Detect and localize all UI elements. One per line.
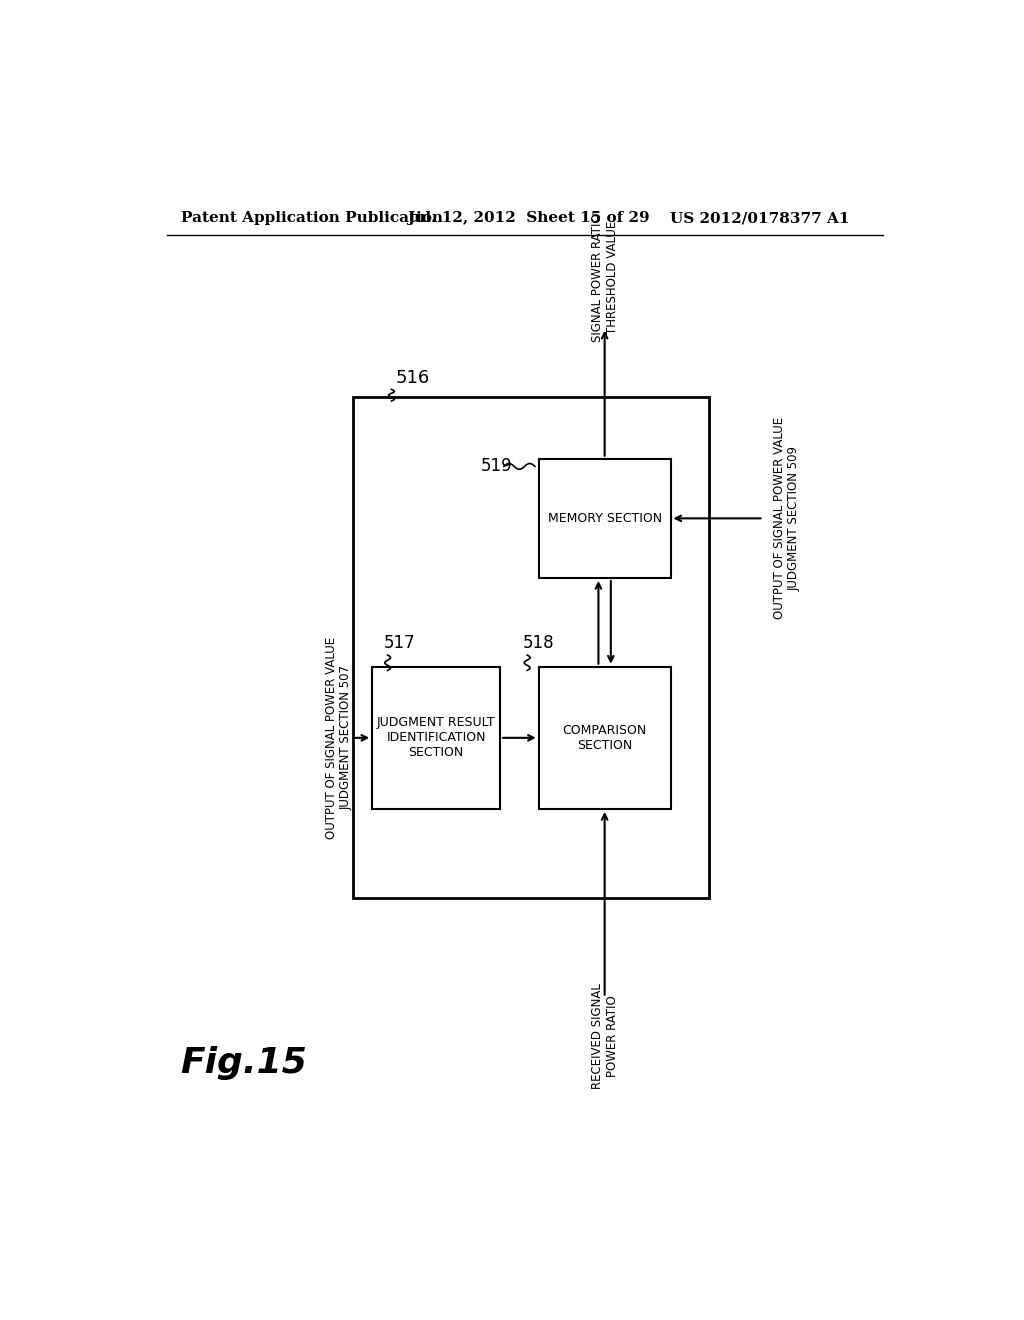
Text: MEMORY SECTION: MEMORY SECTION xyxy=(548,512,662,525)
Text: US 2012/0178377 A1: US 2012/0178377 A1 xyxy=(671,211,850,226)
Text: 519: 519 xyxy=(480,458,512,475)
Text: Jul. 12, 2012  Sheet 15 of 29: Jul. 12, 2012 Sheet 15 of 29 xyxy=(407,211,649,226)
Text: Patent Application Publication: Patent Application Publication xyxy=(180,211,442,226)
Bar xyxy=(539,459,671,578)
Text: 516: 516 xyxy=(395,368,430,387)
Bar xyxy=(352,397,710,898)
Text: 517: 517 xyxy=(384,635,416,652)
Text: 518: 518 xyxy=(523,635,555,652)
Text: JUDGMENT RESULT
IDENTIFICATION
SECTION: JUDGMENT RESULT IDENTIFICATION SECTION xyxy=(377,717,496,759)
Text: SIGNAL POWER RATIO
THRESHOLD VALUE: SIGNAL POWER RATIO THRESHOLD VALUE xyxy=(591,214,618,342)
Text: Fig.15: Fig.15 xyxy=(180,1047,307,1080)
Text: COMPARISON
SECTION: COMPARISON SECTION xyxy=(562,723,647,752)
Text: OUTPUT OF SIGNAL POWER VALUE
JUDGMENT SECTION 509: OUTPUT OF SIGNAL POWER VALUE JUDGMENT SE… xyxy=(773,417,801,619)
Text: OUTPUT OF SIGNAL POWER VALUE
JUDGMENT SECTION 507: OUTPUT OF SIGNAL POWER VALUE JUDGMENT SE… xyxy=(325,636,353,840)
Bar xyxy=(539,667,671,809)
Text: RECEIVED SIGNAL
POWER RATIO: RECEIVED SIGNAL POWER RATIO xyxy=(591,983,618,1089)
Bar xyxy=(372,667,500,809)
